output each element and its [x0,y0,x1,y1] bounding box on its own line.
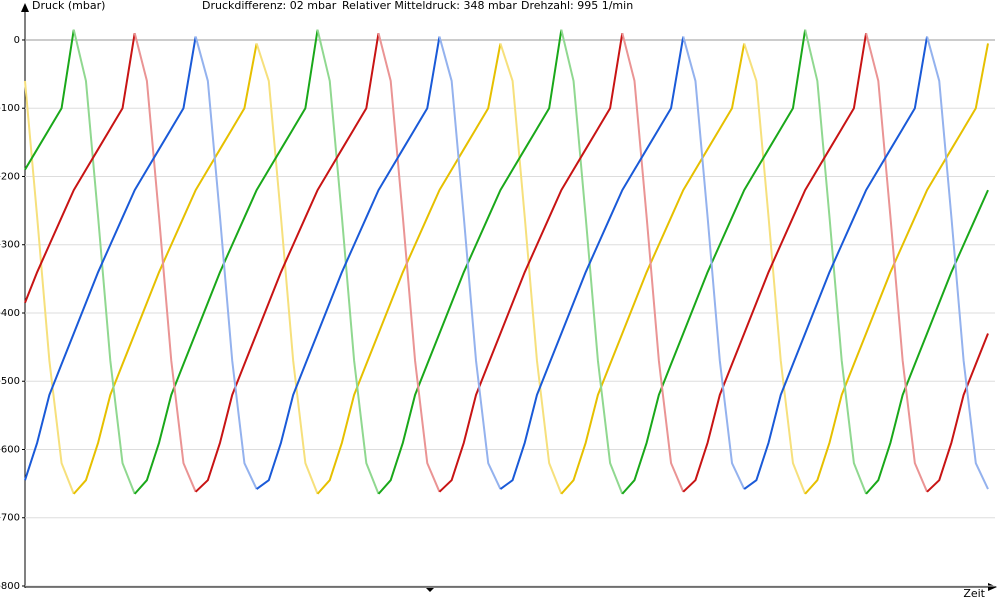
y-tick-label: -300 [0,240,20,251]
cursor-marker [426,588,434,592]
falling-line [72,29,136,495]
rising-line [316,43,502,495]
rising-line [438,32,624,493]
rising-line [24,32,136,304]
falling-line [24,80,75,495]
rising-line [926,333,989,493]
falling-line [438,36,502,490]
falling-line [926,36,989,490]
falling-line [621,32,685,493]
info-text: Drehzahl: 995 1/min [521,0,633,12]
rising-line [256,36,441,490]
y-tick-label: -700 [0,513,20,524]
y-tick-label: -100 [0,103,20,114]
falling-line [682,36,746,490]
falling-line [804,29,868,495]
rising-line [499,36,685,490]
y-tick-label: -200 [0,171,20,182]
rising-line [865,189,989,495]
falling-line [499,43,563,495]
y-tick-label: -800 [0,581,20,592]
rising-line [24,29,75,171]
y-axis-label: Druck (mbar) [32,0,105,12]
falling-line [743,43,807,495]
falling-line [194,36,258,490]
falling-line [865,32,928,493]
x-axis-arrow [988,583,997,591]
y-axis-arrow [21,3,29,12]
falling-line [133,32,197,493]
y-tick-label: -500 [0,376,20,387]
falling-line [560,29,624,495]
rising-line [194,32,380,493]
rising-line [621,29,807,495]
rising-line [73,43,258,495]
rising-line [377,29,563,495]
y-tick-label: -600 [0,444,20,455]
rising-line [743,36,929,490]
y-tick-label: -400 [0,308,20,319]
info-text: Relativer Mitteldruck: 348 mbar [342,0,517,12]
falling-line [377,32,441,493]
y-tick-label: 0 [14,35,20,46]
rising-line [133,29,319,495]
rising-line [804,43,989,495]
rising-line [560,43,746,495]
x-axis-label: Zeit [963,587,985,600]
falling-line [316,29,380,495]
rising-line [24,36,197,481]
falling-line [255,43,319,495]
rising-line [682,32,868,493]
info-text: Druckdifferenz: 02 mbar [202,0,337,12]
